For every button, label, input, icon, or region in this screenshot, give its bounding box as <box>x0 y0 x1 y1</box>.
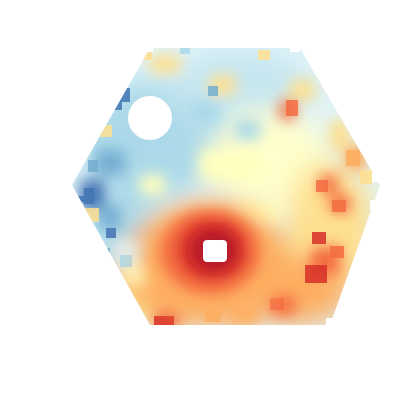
masked-circle-upper-left <box>128 96 172 140</box>
central-red-hotspot <box>142 203 282 313</box>
pixel-blocks <box>72 48 372 325</box>
pixel-edge <box>62 40 382 328</box>
hexagonal-color-map <box>72 48 380 325</box>
masked-circle-center <box>203 240 227 262</box>
